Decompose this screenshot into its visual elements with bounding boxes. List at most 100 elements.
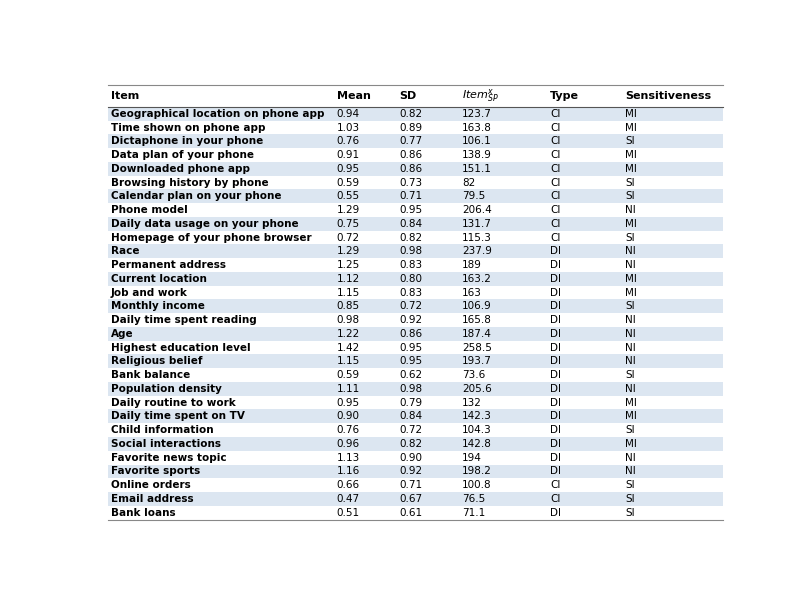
- Text: CI: CI: [550, 109, 561, 119]
- Text: MI: MI: [625, 164, 637, 174]
- Bar: [108, 478, 723, 492]
- Text: 100.8: 100.8: [463, 480, 492, 490]
- Text: DI: DI: [550, 453, 561, 463]
- Text: 163.8: 163.8: [463, 122, 492, 132]
- Text: DI: DI: [550, 315, 561, 325]
- Bar: [108, 382, 723, 396]
- Text: 1.42: 1.42: [337, 343, 360, 353]
- Text: SI: SI: [625, 191, 635, 201]
- Text: Race: Race: [111, 247, 139, 257]
- Text: 0.61: 0.61: [399, 508, 423, 517]
- Text: 73.6: 73.6: [463, 370, 485, 380]
- Text: 0.90: 0.90: [399, 453, 423, 463]
- Text: SI: SI: [625, 301, 635, 311]
- Bar: [108, 492, 723, 505]
- Bar: [108, 230, 723, 245]
- Text: CI: CI: [550, 494, 561, 504]
- Text: 76.5: 76.5: [463, 494, 485, 504]
- Text: 1.03: 1.03: [337, 122, 360, 132]
- Text: Mean: Mean: [337, 91, 370, 101]
- Text: 0.85: 0.85: [337, 301, 360, 311]
- Text: 1.29: 1.29: [337, 247, 360, 257]
- Bar: [108, 245, 723, 258]
- Text: 165.8: 165.8: [463, 315, 492, 325]
- Text: DI: DI: [550, 466, 561, 476]
- Text: DI: DI: [550, 508, 561, 517]
- Text: DI: DI: [550, 439, 561, 449]
- Text: 0.71: 0.71: [399, 191, 423, 201]
- Text: Email address: Email address: [111, 494, 194, 504]
- Text: CI: CI: [550, 219, 561, 229]
- Text: $\mathit{Item}^x_{SP}$: $\mathit{Item}^x_{SP}$: [463, 87, 499, 105]
- Bar: [108, 451, 723, 465]
- Bar: [108, 355, 723, 368]
- Text: NI: NI: [625, 356, 636, 366]
- Text: 1.15: 1.15: [337, 356, 360, 366]
- Text: 0.82: 0.82: [399, 439, 423, 449]
- Text: DI: DI: [550, 356, 561, 366]
- Bar: [108, 299, 723, 313]
- Text: NI: NI: [625, 247, 636, 257]
- Text: 0.84: 0.84: [399, 219, 423, 229]
- Text: 0.73: 0.73: [399, 178, 423, 188]
- Text: 142.8: 142.8: [463, 439, 492, 449]
- Text: Phone model: Phone model: [111, 205, 187, 215]
- Text: NI: NI: [625, 205, 636, 215]
- Text: Bank loans: Bank loans: [111, 508, 175, 517]
- Bar: [108, 107, 723, 121]
- Text: MI: MI: [625, 397, 637, 407]
- Text: MI: MI: [625, 122, 637, 132]
- Text: 79.5: 79.5: [463, 191, 485, 201]
- Text: 0.86: 0.86: [399, 329, 423, 339]
- Text: 0.98: 0.98: [399, 384, 423, 394]
- Text: 0.98: 0.98: [399, 247, 423, 257]
- Text: 1.29: 1.29: [337, 205, 360, 215]
- Text: Daily time spent on TV: Daily time spent on TV: [111, 412, 245, 421]
- Text: 163: 163: [463, 287, 482, 298]
- Text: 142.3: 142.3: [463, 412, 492, 421]
- Text: Calendar plan on your phone: Calendar plan on your phone: [111, 191, 281, 201]
- Text: 0.92: 0.92: [399, 466, 423, 476]
- Text: 0.82: 0.82: [399, 109, 423, 119]
- Text: Religious belief: Religious belief: [111, 356, 202, 366]
- Text: Daily routine to work: Daily routine to work: [111, 397, 236, 407]
- Text: Online orders: Online orders: [111, 480, 190, 490]
- Text: 131.7: 131.7: [463, 219, 492, 229]
- Bar: [108, 203, 723, 217]
- Text: 205.6: 205.6: [463, 384, 492, 394]
- Text: NI: NI: [625, 343, 636, 353]
- Text: Downloaded phone app: Downloaded phone app: [111, 164, 249, 174]
- Text: 1.15: 1.15: [337, 287, 360, 298]
- Text: CI: CI: [550, 205, 561, 215]
- Text: Population density: Population density: [111, 384, 222, 394]
- Bar: [108, 396, 723, 409]
- Text: 0.72: 0.72: [337, 233, 360, 242]
- Text: 0.95: 0.95: [399, 343, 423, 353]
- Text: 115.3: 115.3: [463, 233, 492, 242]
- Text: 71.1: 71.1: [463, 508, 485, 517]
- Text: DI: DI: [550, 329, 561, 339]
- Text: Browsing history by phone: Browsing history by phone: [111, 178, 268, 188]
- Text: DI: DI: [550, 384, 561, 394]
- Bar: [108, 162, 723, 176]
- Text: 0.84: 0.84: [399, 412, 423, 421]
- Bar: [108, 189, 723, 203]
- Text: 1.16: 1.16: [337, 466, 360, 476]
- Text: Favorite news topic: Favorite news topic: [111, 453, 226, 463]
- Text: NI: NI: [625, 466, 636, 476]
- Text: 0.79: 0.79: [399, 397, 423, 407]
- Text: 1.25: 1.25: [337, 260, 360, 270]
- Text: SI: SI: [625, 494, 635, 504]
- Text: 0.98: 0.98: [337, 315, 360, 325]
- Bar: [108, 85, 723, 107]
- Text: 0.86: 0.86: [399, 164, 423, 174]
- Text: 0.51: 0.51: [337, 508, 360, 517]
- Text: SI: SI: [625, 425, 635, 435]
- Text: 0.96: 0.96: [337, 439, 360, 449]
- Text: DI: DI: [550, 412, 561, 421]
- Bar: [108, 341, 723, 355]
- Text: 0.67: 0.67: [399, 494, 423, 504]
- Text: SI: SI: [625, 508, 635, 517]
- Text: 198.2: 198.2: [463, 466, 492, 476]
- Bar: [108, 148, 723, 162]
